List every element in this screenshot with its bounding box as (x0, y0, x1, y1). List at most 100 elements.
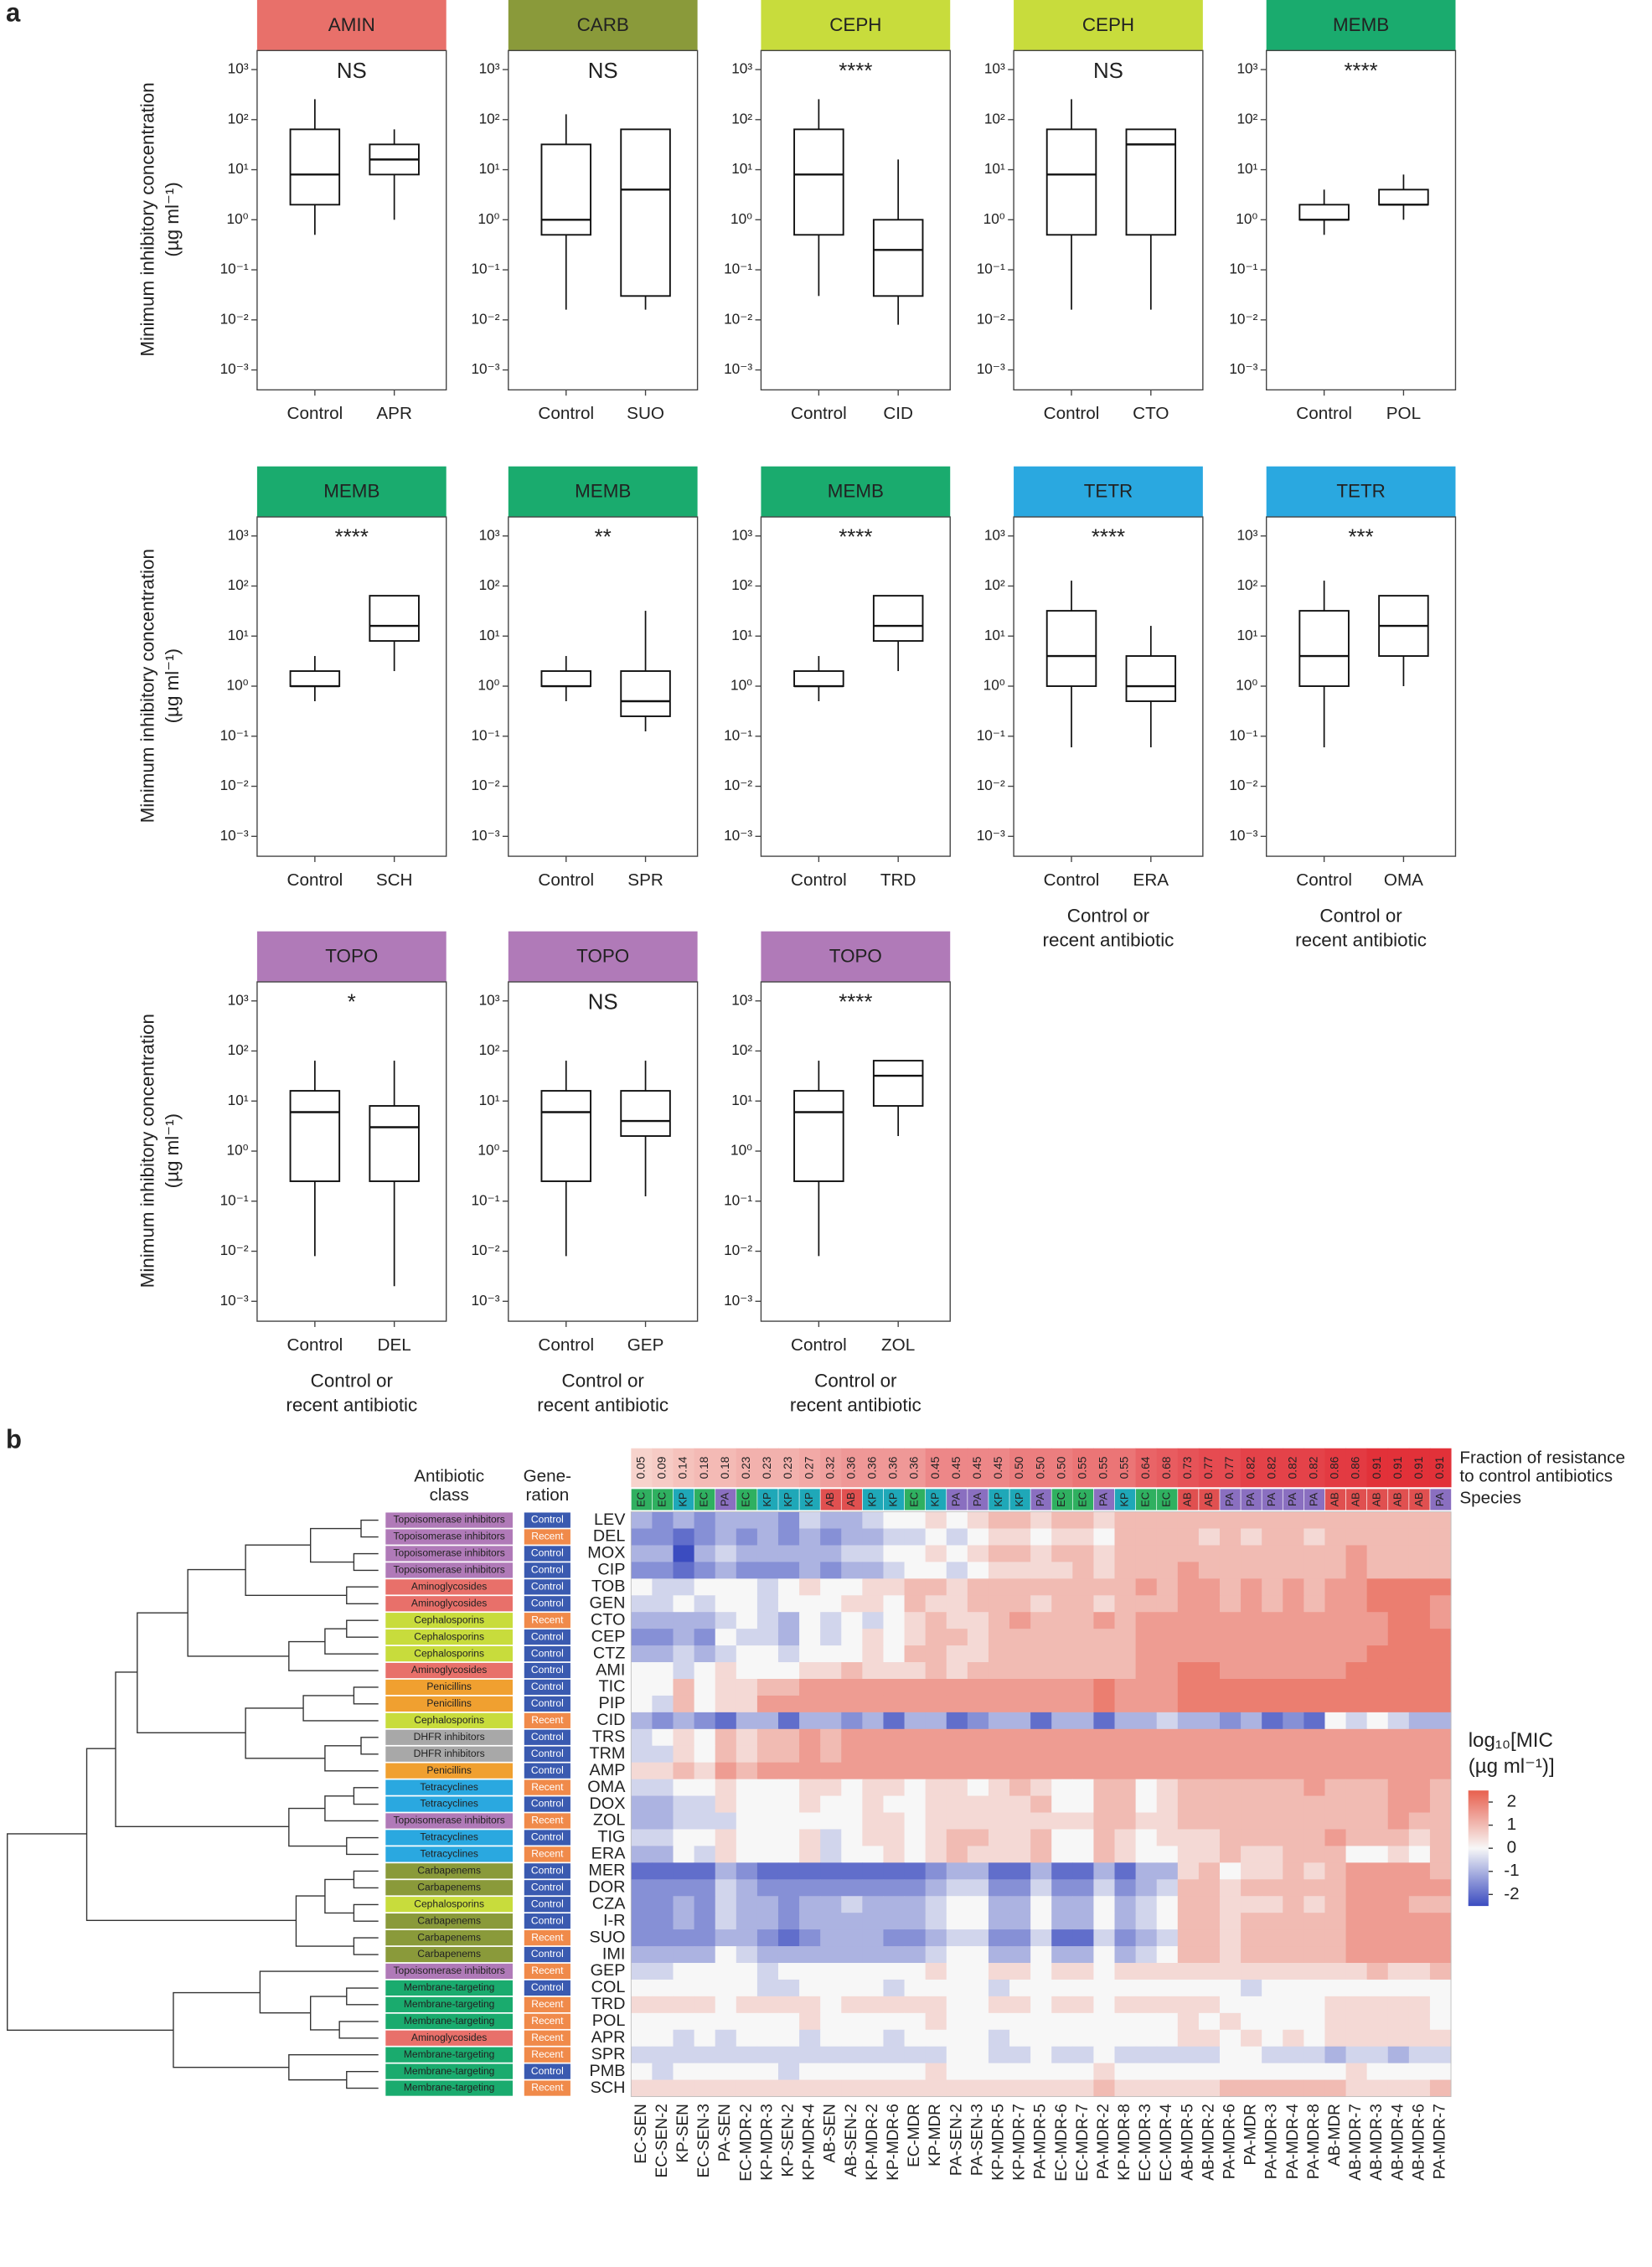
heatmap-cell (1156, 1829, 1179, 1846)
heatmap-cell (1345, 1695, 1368, 1713)
heatmap-cell (673, 1578, 695, 1596)
species-label: KP (803, 1492, 815, 1506)
heatmap-cell (1009, 1612, 1031, 1629)
heatmap-cell (756, 1962, 779, 1980)
heatmap-cell (1304, 1695, 1325, 1713)
class-cell (385, 1579, 513, 1595)
heatmap-cell (1177, 1578, 1200, 1596)
heatmap-cell (1072, 1562, 1094, 1579)
heatmap-cell (756, 1678, 779, 1696)
heatmap-cell (1051, 1862, 1073, 1880)
heatmap-cell (1408, 1896, 1431, 1913)
generation-cell-label: Recent (531, 1931, 564, 1943)
heatmap-cell (1262, 1795, 1283, 1814)
species-label: EC (908, 1492, 921, 1507)
heatmap-cell (756, 1712, 779, 1730)
heatmap-cell (988, 1728, 1010, 1747)
generation-cell-label: Control (531, 1564, 564, 1576)
class-cell-label: Aminoglycosides (411, 1597, 487, 1609)
heatmap-cell (715, 2063, 737, 2081)
fraction-label: 0.91 (1371, 1457, 1383, 1479)
y-tick-label: 10¹ (479, 627, 500, 643)
heatmap-cell (1156, 1896, 1179, 1913)
x-tick-label: Control (538, 1335, 594, 1355)
heatmap-cell (904, 1846, 927, 1863)
x-tick-label: Control (1296, 870, 1352, 890)
generation-cell-label: Recent (531, 1998, 564, 2010)
y-tick-label: 10⁻³ (471, 1292, 499, 1309)
fraction-title: to control antibiotics (1459, 1467, 1613, 1486)
heatmap-cell (1177, 1562, 1200, 1579)
heatmap-cell (1429, 1612, 1452, 1629)
generation-cell (524, 1946, 570, 1963)
heatmap-cell (1345, 1629, 1368, 1646)
column-label: AB-SEN (822, 2104, 839, 2163)
fraction-cell (736, 1448, 758, 1488)
heatmap-cell (967, 1846, 989, 1863)
heatmap-cell (1366, 1996, 1389, 2014)
fraction-label: 0.36 (887, 1456, 900, 1479)
y-tick-label: 10³ (479, 526, 500, 543)
heatmap-cell (1262, 1728, 1283, 1747)
heatmap-cell (673, 1612, 695, 1629)
legend-colorbar (1468, 1790, 1489, 1907)
heatmap-cell (1009, 1812, 1031, 1830)
heatmap-cell (1093, 1612, 1116, 1629)
heatmap-cell (1429, 1996, 1452, 2014)
heatmap-cell (904, 1712, 927, 1730)
heatmap-cell (883, 1762, 906, 1780)
heatmap-cell (736, 1695, 758, 1713)
heatmap-cell (673, 1695, 695, 1713)
heatmap-cell (715, 1913, 737, 1930)
heatmap-cell (631, 2029, 653, 2048)
heatmap-cell (631, 1979, 653, 1997)
heatmap-cell (1262, 1578, 1283, 1596)
heatmap-cell (1262, 1545, 1283, 1562)
heatmap-cell (1030, 1913, 1052, 1930)
heatmap-cell (1072, 1712, 1094, 1730)
heatmap-cell (1177, 1946, 1200, 1964)
row-label: DOR (588, 1877, 625, 1896)
heatmap-cell (1135, 1545, 1158, 1562)
class-cell-label: Cephalosporins (414, 1614, 484, 1625)
heatmap-cell (777, 1879, 800, 1897)
heatmap-cell (1030, 1562, 1052, 1579)
fraction-cell (1198, 1448, 1221, 1488)
species-label: EC (740, 1492, 752, 1507)
heatmap-cell (925, 1779, 947, 1797)
heatmap-cell (1114, 1795, 1137, 1814)
generation-title: ration (525, 1485, 569, 1505)
heatmap-cell (1283, 1695, 1304, 1713)
heatmap-cell (631, 1829, 653, 1846)
x-tick-label: SPR (627, 870, 663, 890)
heatmap-cell (841, 1595, 863, 1613)
heatmap-cell (1262, 1779, 1283, 1797)
heatmap-cell (820, 2012, 842, 2031)
heatmap-cell (1072, 1913, 1094, 1930)
species-cell (1261, 1488, 1284, 1511)
class-cell (385, 1846, 513, 1862)
box (1045, 128, 1097, 236)
heatmap-cell (799, 1862, 821, 1880)
heatmap-cell (799, 1645, 821, 1663)
fraction-label: 0.91 (1391, 1457, 1404, 1479)
heatmap-cell (1051, 1511, 1073, 1530)
fraction-label: 0.05 (635, 1456, 648, 1479)
heatmap-cell (1072, 1662, 1094, 1680)
x-tick-label: Control (538, 870, 594, 890)
y-tick-label: 10¹ (228, 627, 249, 643)
heatmap-cell (1304, 1812, 1325, 1830)
heatmap-cell (799, 1929, 821, 1947)
heatmap-cell (756, 1812, 779, 1830)
heatmap-cell (1072, 2012, 1094, 2031)
column-label: PA-MDR-2 (1095, 2104, 1113, 2179)
heatmap-cell (1304, 1578, 1325, 1596)
heatmap-cell (631, 1578, 653, 1596)
heatmap-cell (988, 1929, 1010, 1947)
column-label: PA-SEN-2 (947, 2104, 965, 2176)
row-label: ERA (591, 1845, 627, 1863)
box (620, 670, 671, 717)
heatmap-cell (1366, 1812, 1389, 1830)
heatmap-cell (1324, 1913, 1347, 1930)
column-label: AB-MDR (1326, 2104, 1344, 2166)
